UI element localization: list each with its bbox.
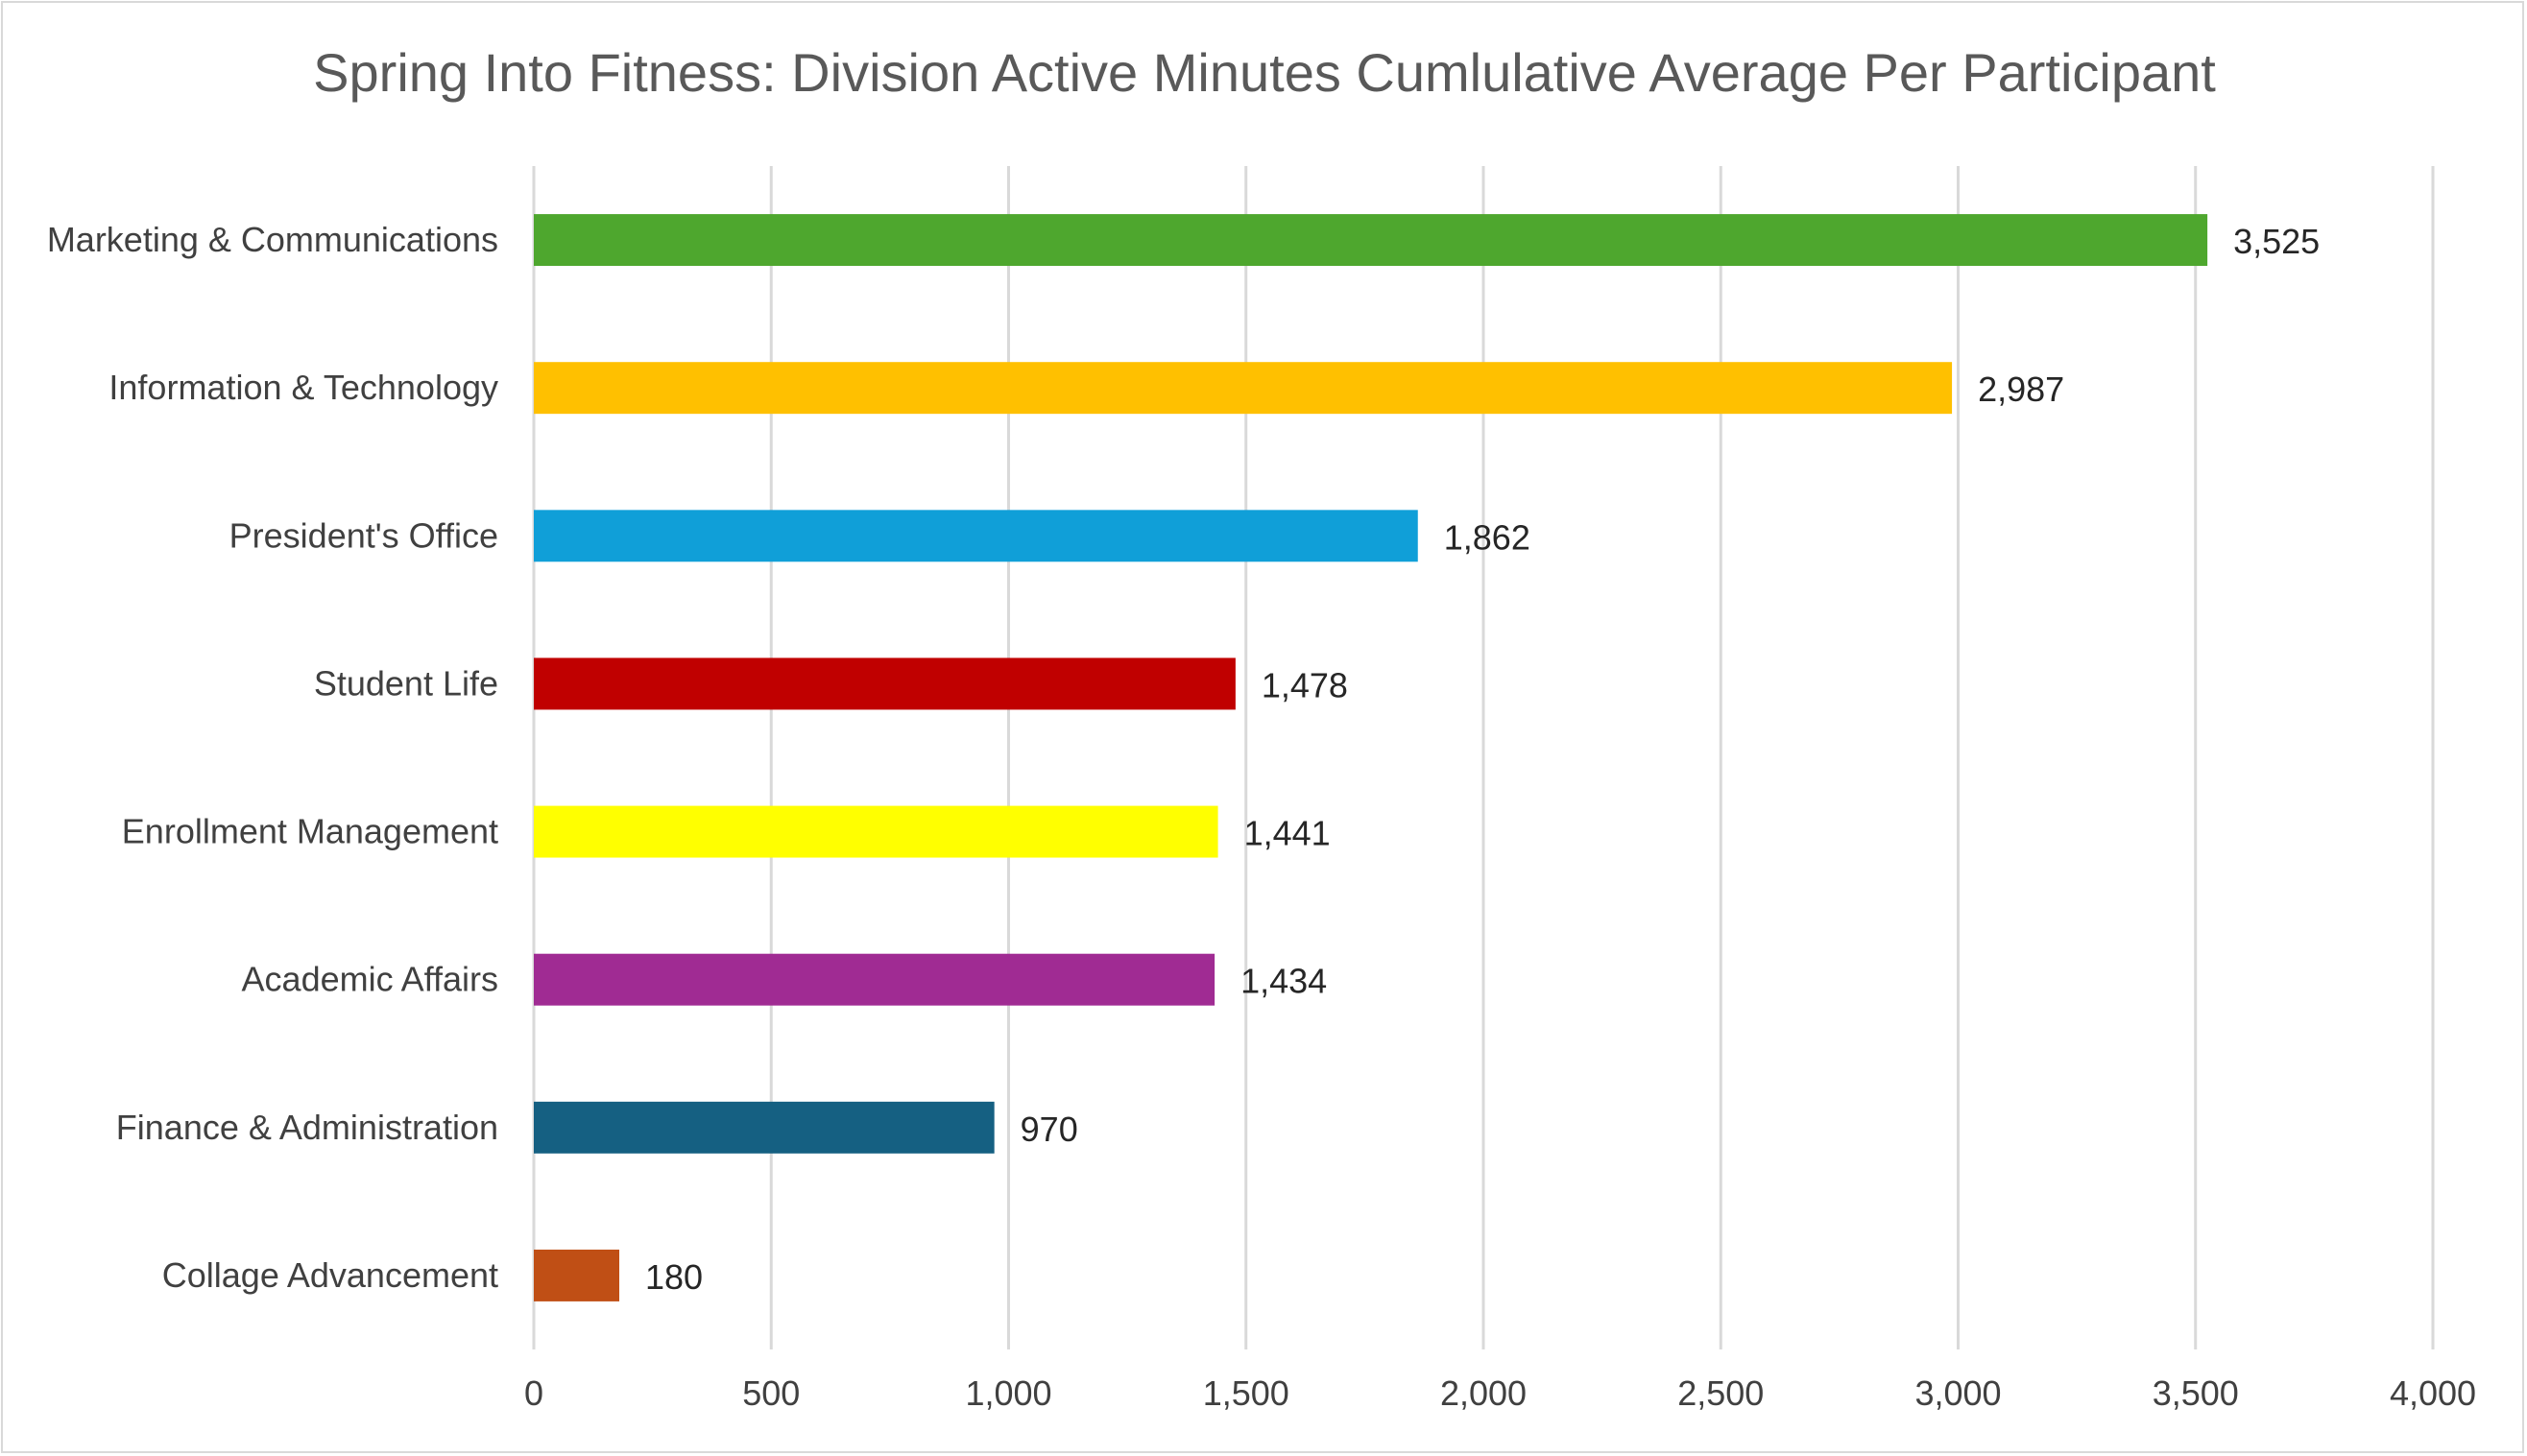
bar <box>534 510 1418 562</box>
x-tick-label: 0 <box>524 1373 543 1413</box>
data-label: 1,434 <box>1240 962 1327 1001</box>
data-labels: 3,525 2,987 1,862 1,478 1,441 1,434 970 180 <box>645 222 2320 1297</box>
category-label: Marketing & Communications <box>47 220 498 259</box>
category-label: Finance & Administration <box>116 1108 498 1147</box>
bars <box>534 214 2208 1301</box>
bar <box>534 214 2208 267</box>
x-tick-label: 500 <box>742 1373 800 1413</box>
category-labels: Marketing & Communications Information & … <box>47 220 498 1295</box>
x-tick-label: 2,500 <box>1677 1373 1764 1413</box>
chart-title: Spring Into Fitness: Division Active Min… <box>313 42 2216 103</box>
bar <box>534 362 1953 415</box>
category-label: President's Office <box>229 515 498 555</box>
gridlines <box>532 166 2435 1349</box>
data-label: 1,478 <box>1262 665 1348 704</box>
x-tick-label: 2,000 <box>1440 1373 1527 1413</box>
x-tick-label: 4,000 <box>2390 1373 2476 1413</box>
category-label: Information & Technology <box>108 368 498 407</box>
bar <box>534 805 1218 858</box>
x-tick-label: 3,000 <box>1914 1373 2001 1413</box>
bar <box>534 657 1236 710</box>
x-tick-label: 3,500 <box>2153 1373 2239 1413</box>
data-label: 180 <box>645 1257 703 1297</box>
x-tick-label: 1,500 <box>1203 1373 1289 1413</box>
data-label: 1,862 <box>1444 517 1530 557</box>
data-label: 3,525 <box>2233 222 2320 261</box>
data-label: 1,441 <box>1244 814 1331 853</box>
bar <box>534 1101 995 1154</box>
data-label: 970 <box>1021 1110 1078 1149</box>
x-axis-tick-labels: 0 500 1,000 1,500 2,000 2,500 3,000 3,500 4,000 <box>524 1373 2476 1413</box>
category-label: Academic Affairs <box>242 960 498 999</box>
bar <box>534 953 1215 1006</box>
bar-chart: Spring Into Fitness: Division Active Min… <box>47 42 2476 1413</box>
category-label: Collage Advancement <box>162 1255 498 1295</box>
x-tick-label: 1,000 <box>965 1373 1051 1413</box>
category-label: Student Life <box>314 663 498 703</box>
category-label: Enrollment Management <box>122 812 498 851</box>
bar <box>534 1249 620 1301</box>
data-label: 2,987 <box>1978 370 2064 409</box>
